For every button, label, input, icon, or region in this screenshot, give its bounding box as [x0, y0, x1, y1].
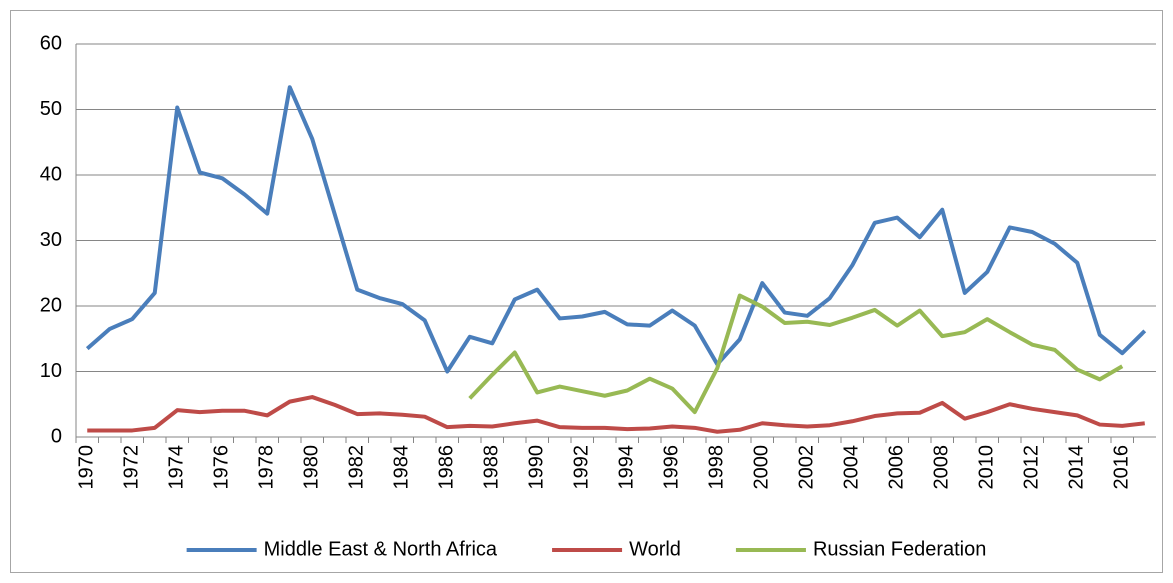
y-tick-label: 30	[40, 229, 62, 251]
series-line	[85, 85, 1147, 374]
x-tick-label: 2000	[751, 445, 773, 490]
x-tick-label: 2006	[886, 445, 908, 490]
x-tick-label: 1996	[661, 445, 683, 490]
x-tick-label: 2016	[1111, 445, 1133, 490]
chart-border	[10, 10, 1163, 573]
legend-label: Russian Federation	[813, 538, 986, 560]
legend-label: Middle East & North Africa	[264, 538, 498, 560]
y-tick-label: 60	[40, 32, 62, 54]
y-tick-label: 10	[40, 360, 62, 382]
y-tick-label: 50	[40, 98, 62, 120]
x-tick-label: 1986	[436, 445, 458, 490]
x-tick-label: 2012	[1021, 445, 1043, 490]
x-tick-label: 1982	[346, 445, 368, 490]
series-line	[87, 395, 1145, 434]
x-tick-label: 2010	[976, 445, 998, 490]
x-tick-label: 2014	[1066, 445, 1088, 490]
y-tick-label: 40	[40, 163, 62, 185]
legend-label: World	[629, 538, 681, 560]
x-tick-label: 1976	[211, 445, 233, 490]
x-tick-label: 1992	[571, 445, 593, 490]
x-tick-label: 1972	[121, 445, 143, 490]
x-tick-label: 1994	[616, 445, 638, 490]
series-line	[468, 293, 1124, 415]
x-tick-label: 2008	[931, 445, 953, 490]
x-tick-label: 1988	[481, 445, 503, 490]
y-tick-label: 20	[40, 294, 62, 316]
x-tick-label: 1998	[706, 445, 728, 490]
x-tick-label: 1990	[526, 445, 548, 490]
x-tick-label: 1980	[301, 445, 323, 490]
x-tick-label: 1984	[391, 445, 413, 490]
x-tick-label: 1978	[256, 445, 278, 490]
x-tick-label: 2002	[796, 445, 818, 490]
x-tick-label: 1970	[76, 445, 98, 490]
x-tick-label: 2004	[841, 445, 863, 490]
x-tick-label: 1974	[166, 445, 188, 490]
y-tick-label: 0	[51, 425, 62, 447]
